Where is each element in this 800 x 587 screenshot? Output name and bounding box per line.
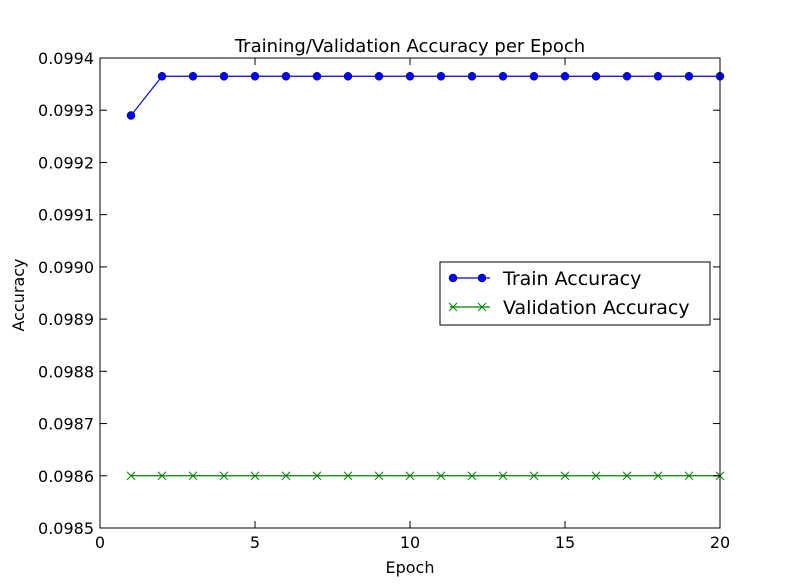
data-point-stroke [312, 471, 322, 481]
data-point-stroke [591, 471, 601, 481]
data-point-stroke [157, 471, 167, 481]
data-point [529, 471, 539, 481]
legend-marker [477, 273, 487, 283]
data-point [405, 471, 415, 481]
legend-marker [448, 273, 458, 283]
series-line-0 [130, 75, 720, 116]
x-tick-label: 20 [710, 533, 730, 552]
data-point [529, 72, 539, 81]
data-point [622, 72, 632, 81]
data-point [281, 72, 291, 81]
data-point [188, 471, 198, 481]
data-point [436, 471, 446, 481]
x-axis-label: Epoch [386, 558, 435, 577]
data-point [374, 471, 384, 481]
data-point-stroke [343, 471, 353, 481]
plot-area [126, 72, 725, 481]
data-point [684, 72, 694, 81]
y-tick-label: 0.0989 [38, 310, 94, 329]
data-point-stroke [560, 471, 570, 481]
data-point-stroke [250, 471, 260, 481]
legend: Train Accuracy Validation Accuracy [439, 261, 711, 326]
data-point [157, 72, 167, 81]
data-point [498, 72, 508, 81]
data-point [560, 72, 570, 81]
y-tick-label: 0.0986 [38, 467, 94, 486]
data-point [374, 72, 384, 81]
y-axis-label: Accuracy [9, 258, 28, 331]
data-point-stroke [188, 471, 198, 481]
data-point [467, 72, 477, 81]
legend-marker [477, 302, 487, 312]
data-point-stroke [622, 471, 632, 481]
data-point [157, 471, 167, 481]
axes: 0 5 10 15 20 0.0985 0.0986 0.0987 0.0988 0.0989 0.… [38, 49, 730, 552]
data-point [591, 471, 601, 481]
data-point [126, 471, 136, 481]
data-point [436, 72, 446, 81]
data-point [684, 471, 694, 481]
y-tick-label: 0.0994 [38, 49, 94, 68]
data-point [560, 471, 570, 481]
y-tick-label: 0.0992 [38, 153, 94, 172]
legend-marker-stroke [477, 302, 487, 312]
y-tick-label: 0.0993 [38, 101, 94, 120]
y-tick-label: 0.0987 [38, 415, 94, 434]
data-point [405, 72, 415, 81]
data-point [188, 72, 198, 81]
data-point [591, 72, 601, 81]
data-point [312, 72, 322, 81]
data-point-stroke [126, 471, 136, 481]
data-point [250, 72, 260, 81]
legend-box [439, 261, 711, 326]
x-tick-label: 5 [250, 533, 260, 552]
data-point [498, 471, 508, 481]
data-point-stroke [467, 471, 477, 481]
data-point [653, 72, 663, 81]
legend-marker-stroke [448, 302, 458, 312]
data-point [219, 72, 229, 81]
chart-title: Training/Validation Accuracy per Epoch [234, 36, 585, 57]
y-tick-label: 0.0991 [38, 206, 94, 225]
data-point [312, 471, 322, 481]
y-tick-label: 0.0990 [38, 258, 94, 277]
x-tick-label: 0 [95, 533, 105, 552]
data-point [343, 471, 353, 481]
x-tick-label: 10 [400, 533, 420, 552]
legend-label: Validation Accuracy [503, 297, 690, 319]
legend-marker [448, 302, 458, 312]
y-tick-label: 0.0988 [38, 362, 94, 381]
data-point [653, 471, 663, 481]
data-point-stroke [281, 471, 291, 481]
data-point-stroke [498, 471, 508, 481]
data-point [250, 471, 260, 481]
data-point [219, 471, 229, 481]
data-point-stroke [436, 471, 446, 481]
data-point [281, 471, 291, 481]
data-point-stroke [374, 471, 384, 481]
data-point-stroke [653, 471, 663, 481]
x-tick-label: 15 [555, 533, 575, 552]
data-point-stroke [529, 471, 539, 481]
legend-label: Train Accuracy [502, 268, 641, 290]
data-point-stroke [405, 471, 415, 481]
data-point-stroke [219, 471, 229, 481]
y-tick-label: 0.0985 [38, 519, 94, 538]
data-point-stroke [684, 471, 694, 481]
data-point [467, 471, 477, 481]
data-point [622, 471, 632, 481]
data-point [343, 72, 353, 81]
data-point [126, 111, 136, 120]
